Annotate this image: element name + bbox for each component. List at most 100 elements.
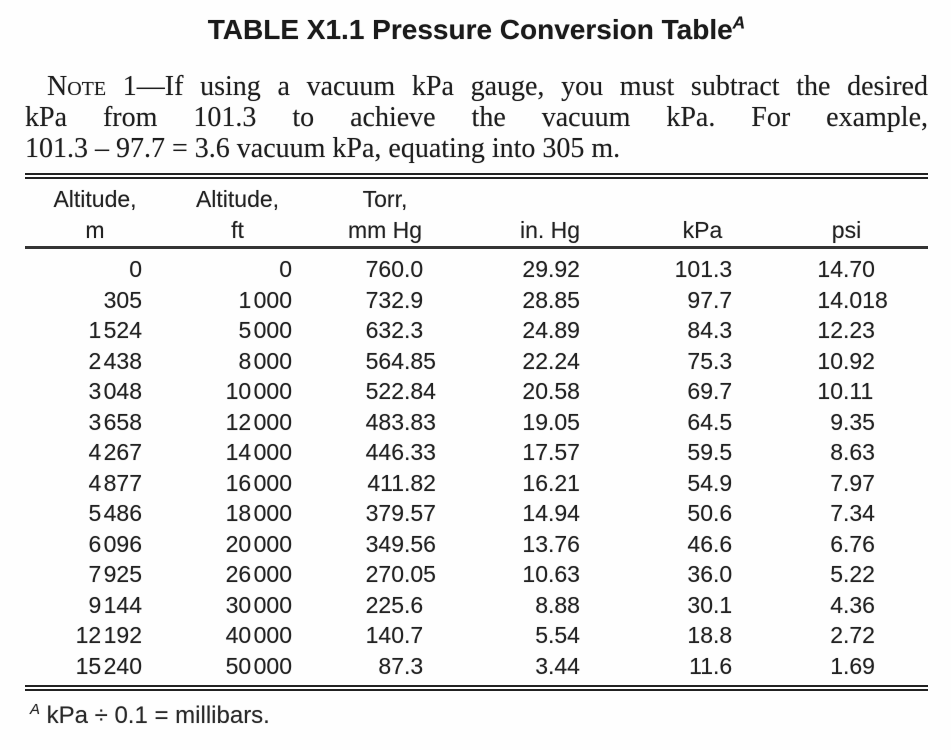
table-title-footnote-marker: A [732, 12, 746, 33]
table-cell: 14.70 [817, 256, 875, 283]
table-cell: 349.56 [365, 530, 436, 557]
table-cell: 11.6 [689, 652, 733, 679]
table-cell: 22.24 [522, 347, 580, 374]
table-cell: 1.69 [830, 652, 875, 679]
table-cell: 305 [103, 286, 142, 313]
note-paragraph: Note 1—If using a vacuum kPa gauge, you … [25, 71, 928, 164]
table-cell: 19.05 [522, 408, 580, 435]
table-cell: 18 000 [225, 500, 292, 527]
table-cell: 3.44 [535, 652, 580, 679]
table-cell: 46.6 [687, 530, 733, 557]
table-cell: 7.97 [830, 469, 875, 496]
table-cell: 2 438 [88, 347, 142, 374]
table-cell: 10.11 [817, 378, 874, 405]
table-cell: 14 000 [225, 439, 292, 466]
column-header-torr-mmhg: Torr, mm Hg [347, 186, 423, 243]
table-cell: 18.8 [687, 622, 733, 649]
table-cell: 10.92 [817, 347, 875, 374]
pressure-conversion-table: Altitude, m Altitude, ft Torr, mm Hg in.… [25, 173, 928, 691]
table-cell: 30 000 [225, 591, 292, 618]
table-row: 0 0 760.0 29.92 101.3 14.70 [25, 254, 928, 285]
table-cell: 5 000 [238, 317, 292, 344]
table-cell: 446.33 [365, 439, 436, 466]
table-cell: 12 000 [225, 408, 292, 435]
table-row: 1 524 5 000 632.3 24.89 84.3 12.23 [25, 315, 928, 346]
table-cell: 17.57 [522, 439, 580, 466]
table-row: 3 048 10 000 522.84 20.58 69.7 10.11 [25, 376, 928, 407]
table-cell: 10.63 [522, 561, 580, 588]
table-cell: 4 877 [88, 469, 142, 496]
table-cell: 760.0 [365, 256, 424, 283]
table-cell: 0 [279, 256, 292, 283]
table-cell: 30.1 [687, 591, 733, 618]
table-cell: 3 658 [88, 408, 142, 435]
table-cell: 483.83 [365, 408, 436, 435]
footnote-text: kPa ÷ 0.1 = millibars. [46, 702, 270, 729]
table-cell: 6 096 [88, 530, 142, 557]
table-cell: 14.94 [522, 500, 580, 527]
table-cell: 9.35 [830, 408, 875, 435]
table-cell: 16.21 [522, 469, 580, 496]
table-cell: 411.82 [367, 469, 436, 496]
table-cell: 101.3 [674, 256, 733, 283]
table-cell: 632.3 [365, 317, 424, 344]
table-cell: 732.9 [365, 286, 424, 313]
table-cell: 564.85 [365, 347, 436, 374]
table-cell: 379.57 [365, 500, 436, 527]
table-cell: 8.88 [535, 591, 580, 618]
table-cell: 26 000 [225, 561, 292, 588]
table-cell: 97.7 [687, 286, 733, 313]
table-cell: 75.3 [687, 347, 733, 374]
table-cell: 69.7 [687, 378, 733, 405]
column-header-in-hg: in. Hg [519, 217, 581, 243]
table-cell: 15 240 [75, 652, 142, 679]
table-cell: 54.9 [687, 469, 733, 496]
column-header-psi: psi [831, 217, 862, 243]
table-cell: 1 000 [238, 286, 292, 313]
table-cell: 5.22 [830, 561, 875, 588]
table-cell: 140.7 [365, 622, 424, 649]
table-footnote: A kPa ÷ 0.1 = millibars. [25, 702, 928, 730]
table-cell: 7.34 [830, 500, 875, 527]
table-cell: 225.6 [365, 591, 424, 618]
table-cell: 50 000 [225, 652, 292, 679]
table-cell: 8.63 [830, 439, 875, 466]
table-cell: 9 144 [88, 591, 142, 618]
table-cell: 10 000 [225, 378, 292, 405]
table-cell: 20.58 [522, 378, 580, 405]
note-line-1-text: —If using a vacuum kPa gauge, you must s… [136, 71, 928, 102]
column-header-kpa: kPa [682, 217, 723, 243]
table-row: 2 438 8 000 564.85 22.24 75.3 10.92 [25, 346, 928, 377]
table-cell: 3 048 [88, 378, 142, 405]
footnote-marker: A [30, 702, 40, 718]
table-cell: 29.92 [522, 256, 580, 283]
table-cell: 40 000 [225, 622, 292, 649]
table-title-text: TABLE X1.1 Pressure Conversion Table [207, 14, 733, 45]
table-bottom-rule [25, 685, 928, 691]
column-header-altitude-m: Altitude, m [53, 186, 137, 243]
table-row: 5 486 18 000 379.57 14.94 50.6 7.34 [25, 498, 928, 529]
table-cell: 16 000 [225, 469, 292, 496]
table-cell: 0 [129, 256, 142, 283]
table-cell: 5.54 [535, 622, 580, 649]
table-cell: 6.76 [830, 530, 875, 557]
table-cell: 8 000 [238, 347, 292, 374]
pressure-table-body: 0 0 760.0 29.92 101.3 14.70 305 1 000 732.9 28.85… [25, 249, 928, 685]
table-row: 6 096 20 000 349.56 13.76 46.6 6.76 [25, 529, 928, 560]
table-cell: 522.84 [365, 378, 436, 405]
note-line-3: 101.3 – 97.7 = 3.6 vacuum kPa, equating … [25, 133, 621, 164]
column-header-altitude-ft: Altitude, ft [195, 186, 280, 243]
table-title: TABLE X1.1 Pressure Conversion TableA [25, 13, 928, 47]
table-top-rule [25, 173, 928, 179]
table-row: 4 267 14 000 446.33 17.57 59.5 8.63 [25, 437, 928, 468]
table-cell: 270.05 [365, 561, 436, 588]
table-header-row: Altitude, m Altitude, ft Torr, mm Hg in.… [25, 179, 928, 246]
table-cell: 13.76 [522, 530, 580, 557]
table-row: 4 877 16 000 411.82 16.21 54.9 7.97 [25, 468, 928, 499]
table-header-rule [25, 246, 928, 249]
table-row: 305 1 000 732.9 28.85 97.7 14.018 [25, 285, 928, 316]
note-label: Note 1 [47, 71, 137, 102]
table-cell: 1 524 [88, 317, 142, 344]
table-row: 7 925 26 000 270.05 10.63 36.0 5.22 [25, 559, 928, 590]
